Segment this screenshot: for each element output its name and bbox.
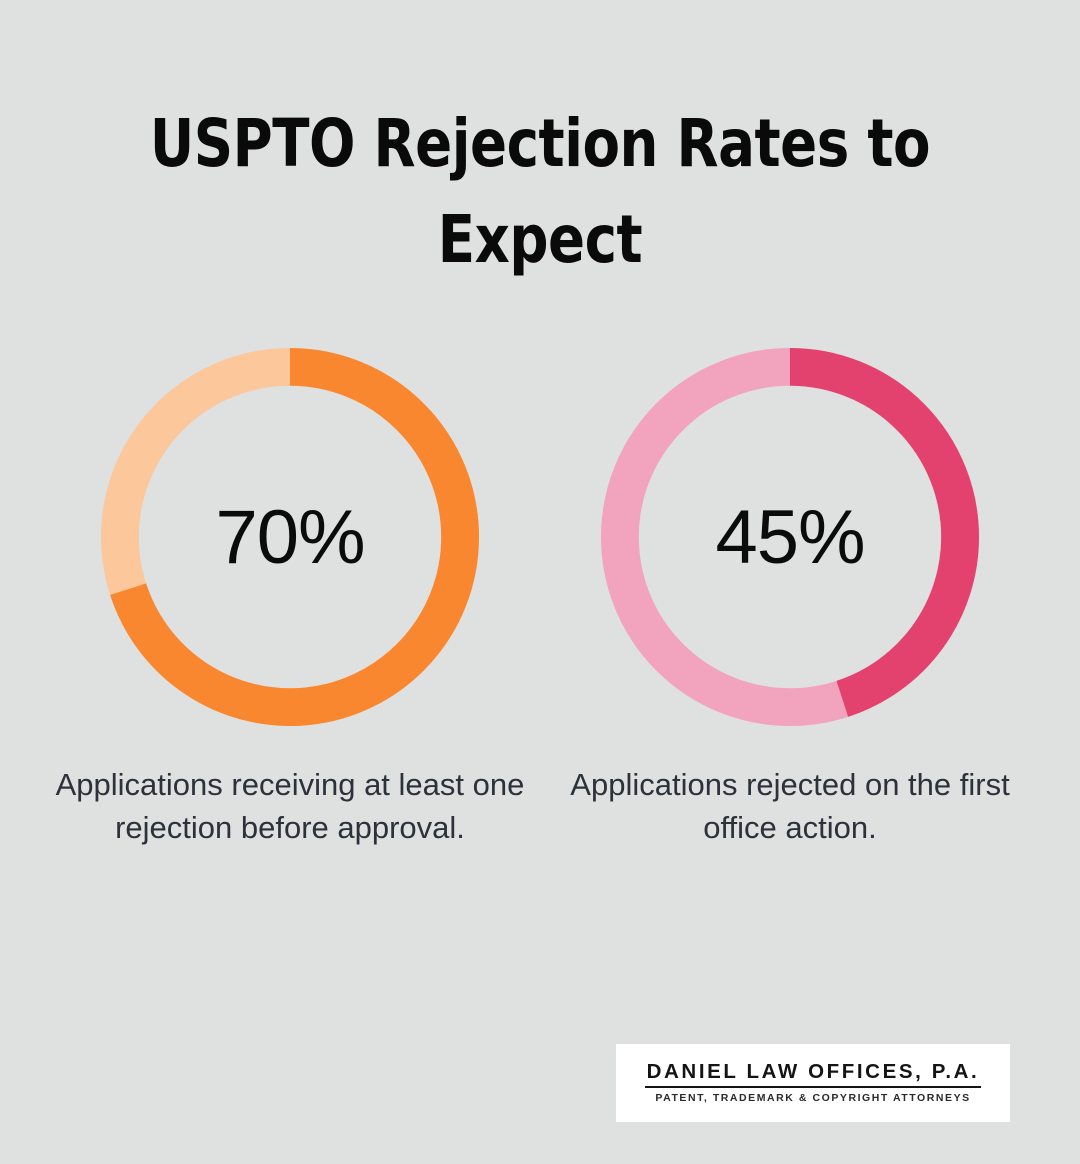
logo: DANIEL LAW OFFICES, P.A. PATENT, TRADEMA… bbox=[616, 1044, 1010, 1122]
metric-card-rejected-first-office-action: 45% Applications rejected on the first o… bbox=[540, 348, 1040, 850]
donut-chart-45: 45% bbox=[601, 348, 979, 726]
metric-caption: Applications rejected on the first offic… bbox=[570, 767, 1010, 845]
donut-chart-45-svg bbox=[601, 348, 979, 726]
donut-value-label: 70% bbox=[215, 494, 365, 580]
metric-caption: Applications receiving at least one reje… bbox=[55, 767, 525, 845]
donut-value-segment bbox=[601, 348, 979, 726]
logo-tagline: PATENT, TRADEMARK & COPYRIGHT ATTORNEYS bbox=[655, 1092, 971, 1105]
donut-value-label: 45% bbox=[715, 494, 865, 580]
metrics-row: 70% Applications receiving at least one … bbox=[0, 348, 1080, 850]
donut-chart-70: 70% bbox=[101, 348, 479, 726]
page-title: USPTO Rejection Rates to Expect bbox=[149, 105, 931, 279]
donut-chart-70-svg bbox=[101, 348, 479, 726]
metric-card-rejection-before-approval: 70% Applications receiving at least one … bbox=[40, 348, 540, 850]
logo-name: DANIEL LAW OFFICES, P.A. bbox=[644, 1060, 982, 1089]
donut-value-segment bbox=[101, 348, 479, 726]
